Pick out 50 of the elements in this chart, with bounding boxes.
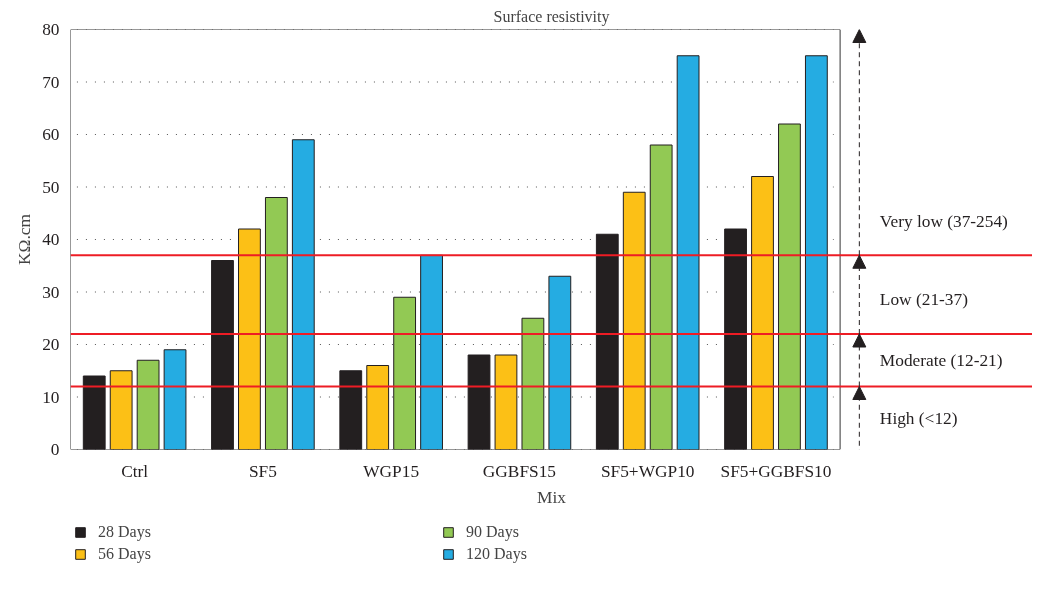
bar (595, 233, 619, 450)
y-tick-label: 50 (42, 177, 60, 197)
y-tick-label: 70 (42, 72, 60, 92)
text: Low (21-37) (879, 290, 969, 310)
bar (163, 349, 187, 450)
legend-label: 56 Days (98, 545, 152, 563)
bar (238, 228, 261, 450)
text: Moderate (12-21) (879, 350, 1003, 370)
bar (622, 191, 646, 450)
bar (804, 55, 828, 450)
text: Very low (37-254) (879, 211, 1009, 231)
bar (264, 197, 288, 450)
bar (339, 370, 363, 450)
y-tick-label: 60 (42, 125, 60, 144)
y-tick-label: 0 (50, 440, 60, 459)
x-tick-label: WGP15 (363, 461, 420, 481)
bar (778, 123, 801, 450)
bar (751, 176, 774, 450)
y-tick-label: 20 (42, 335, 60, 354)
y-tick-label: 10 (42, 387, 60, 407)
bar (420, 254, 443, 450)
bar (724, 228, 747, 450)
text: High (<12) (879, 408, 958, 428)
bar (136, 359, 160, 450)
bar (291, 139, 315, 450)
bar (548, 275, 572, 450)
y-tick-label: 40 (42, 230, 60, 249)
legend-label: 90 Days (466, 523, 520, 541)
bar (676, 55, 700, 450)
bar (494, 354, 518, 450)
legend-label: 120 Days (466, 545, 528, 563)
x-tick-label: SF5 (248, 461, 277, 481)
x-tick-label: SF5+GGBFS10 (720, 461, 832, 481)
bar (467, 354, 491, 450)
x-tick-label: Ctrl (121, 461, 149, 481)
x-tick-label: GGBFS15 (482, 461, 557, 481)
bar (211, 260, 234, 450)
chart-title: Surface resistivity (493, 7, 610, 26)
y-tick-label: 80 (42, 20, 60, 39)
bar (82, 375, 106, 450)
bar (649, 144, 673, 450)
x-tick-label: SF5+WGP10 (600, 461, 695, 481)
bar (393, 296, 417, 450)
y-tick-label: 30 (42, 282, 60, 302)
x-axis-title: Mix (537, 487, 567, 507)
y-axis-title: KΩ.cm (15, 213, 35, 265)
bar (366, 365, 390, 450)
legend-label: 28 Days (98, 523, 152, 541)
bar (521, 317, 545, 450)
bar (109, 370, 133, 450)
